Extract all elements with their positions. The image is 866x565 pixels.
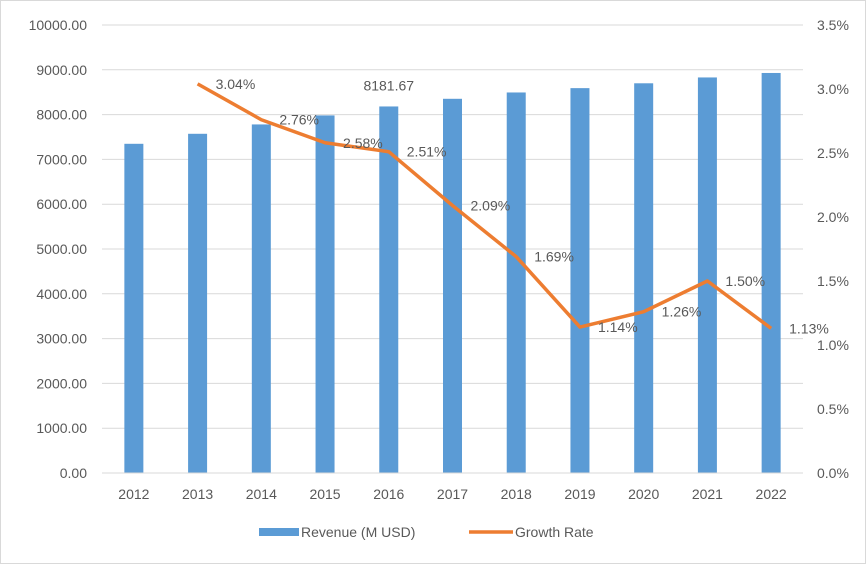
y2-tick-label: 1.0% <box>817 337 849 353</box>
bar-revenue-2018 <box>506 92 526 474</box>
line-data-label: 1.50% <box>725 273 765 289</box>
bar-revenue-2017 <box>443 98 462 473</box>
line-data-label: 1.69% <box>534 249 574 265</box>
line-data-label: 2.58% <box>343 135 383 151</box>
bar-revenue-2014 <box>251 124 271 473</box>
x-tick-label: 2017 <box>437 486 468 502</box>
bar-revenue-2019 <box>570 88 590 473</box>
x-tick-label: 2021 <box>692 486 723 502</box>
y-tick-label: 7000.00 <box>36 151 87 167</box>
line-data-label: 2.09% <box>471 197 511 213</box>
line-data-label: 2.51% <box>407 144 447 160</box>
line-data-label: 2.76% <box>279 112 319 128</box>
line-growth-rate <box>196 82 773 330</box>
x-tick-label: 2016 <box>373 486 404 502</box>
x-tick-label: 2014 <box>246 486 277 502</box>
y-tick-label: 3000.00 <box>36 331 87 347</box>
x-tick-label: 2020 <box>628 486 659 502</box>
y-tick-label: 8000.00 <box>36 107 87 123</box>
bar-revenue-2013 <box>188 133 208 474</box>
x-tick-label: 2022 <box>756 486 787 502</box>
y-tick-label: 4000.00 <box>36 286 87 302</box>
y-tick-label: 1000.00 <box>36 420 87 436</box>
y2-tick-label: 3.5% <box>817 17 849 33</box>
y2-tick-label: 2.0% <box>817 209 849 225</box>
bar-data-label: 8181.67 <box>363 77 414 93</box>
bar-revenue-2020 <box>634 83 654 474</box>
y-tick-label: 2000.00 <box>36 375 87 391</box>
bar-revenue-2022 <box>761 72 781 474</box>
bar-revenue-2015 <box>315 115 335 474</box>
y-tick-label: 10000.00 <box>29 17 88 33</box>
y2-tick-label: 3.0% <box>817 81 849 97</box>
x-tick-label: 2012 <box>118 486 149 502</box>
legend-swatch-revenue <box>259 528 299 536</box>
y2-tick-label: 0.5% <box>817 401 849 417</box>
y-tick-label: 9000.00 <box>36 62 87 78</box>
y2-tick-label: 1.5% <box>817 273 849 289</box>
legend-label-revenue: Revenue (M USD) <box>301 524 415 540</box>
y-tick-label: 6000.00 <box>36 196 87 212</box>
y2-tick-label: 2.5% <box>817 145 849 161</box>
bar-revenue-2016 <box>379 106 399 473</box>
line-data-label: 1.14% <box>598 319 638 335</box>
bar-revenue-2021 <box>697 77 717 474</box>
x-tick-label: 2013 <box>182 486 213 502</box>
line-data-label: 1.26% <box>662 304 702 320</box>
x-tick-label: 2015 <box>309 486 340 502</box>
line-data-label: 3.04% <box>216 76 256 92</box>
legend-label-growth: Growth Rate <box>515 524 594 540</box>
bar-revenue-2012 <box>124 143 144 473</box>
x-tick-label: 2019 <box>564 486 595 502</box>
y-tick-label: 5000.00 <box>36 241 87 257</box>
line-data-label: 1.13% <box>789 320 829 336</box>
y-tick-label: 0.00 <box>60 465 87 481</box>
x-tick-label: 2018 <box>501 486 532 502</box>
y2-tick-label: 0.0% <box>817 465 849 481</box>
